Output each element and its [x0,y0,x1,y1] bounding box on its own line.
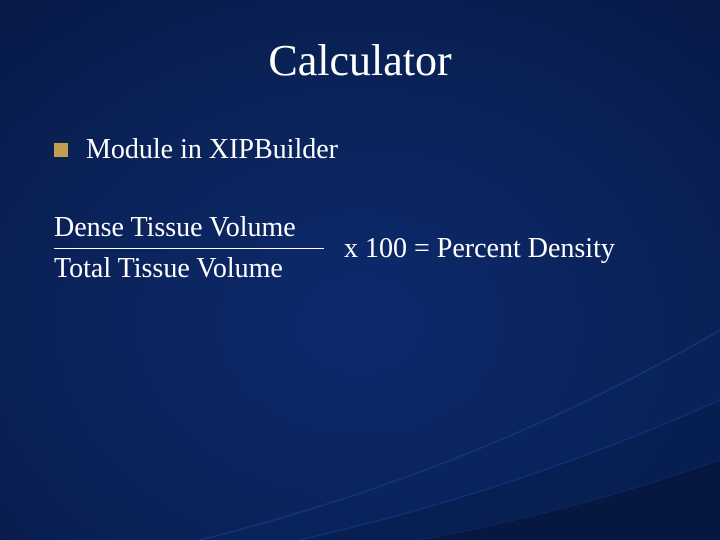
slide: Calculator Module in XIPBuilder Dense Ti… [0,0,720,540]
bullet-item: Module in XIPBuilder [54,134,338,166]
formula: Dense Tissue Volume Total Tissue Volume … [54,210,615,287]
fraction: Dense Tissue Volume Total Tissue Volume [54,210,324,287]
bullet-text: Module in XIPBuilder [86,134,338,166]
fraction-line [54,248,324,249]
bullet-square-icon [54,143,68,157]
fraction-denominator: Total Tissue Volume [54,251,283,287]
fraction-numerator: Dense Tissue Volume [54,210,296,246]
formula-rest: x 100 = Percent Density [344,233,615,265]
slide-title: Calculator [0,35,720,86]
